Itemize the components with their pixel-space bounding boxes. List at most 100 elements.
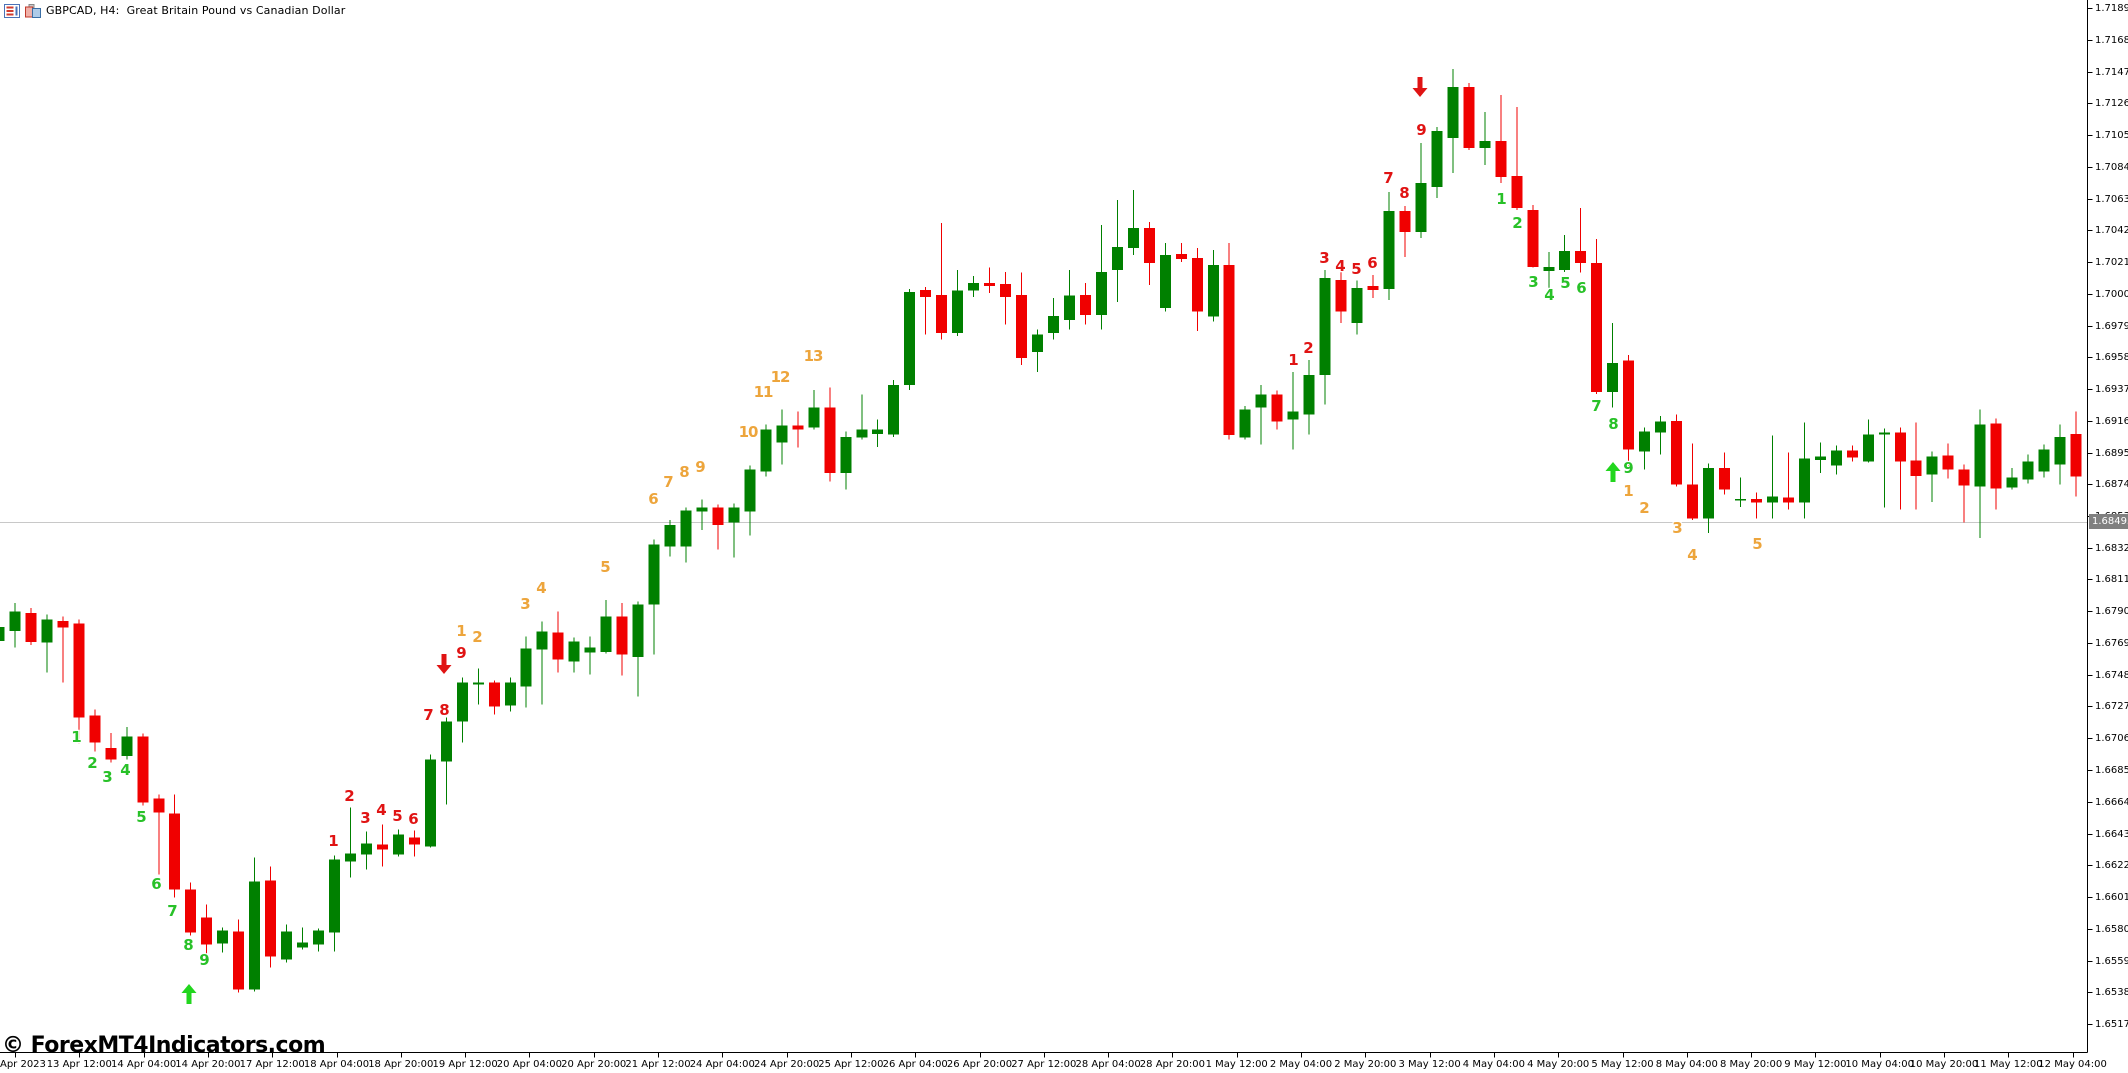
time-axis-label: 28 Apr 04:00 (1075, 1059, 1140, 1070)
bull-candle (840, 431, 852, 490)
bull-candle (1303, 359, 1315, 435)
count-label: 3 (1319, 249, 1329, 267)
candle-body (696, 507, 708, 512)
candle-body (1016, 294, 1028, 358)
candle-body (664, 524, 676, 547)
time-axis-label: 3 May 12:00 (1398, 1059, 1460, 1070)
candle-body (1750, 498, 1762, 503)
bear-candle (1223, 242, 1235, 440)
bull-candle (329, 855, 341, 952)
candle-body (2054, 436, 2066, 465)
bear-candle (1367, 274, 1379, 298)
candle-body (1063, 295, 1075, 320)
candle-body (1383, 210, 1395, 289)
time-axis-label: 17 Apr 12:00 (240, 1059, 305, 1070)
time-axis-label: 8 May 20:00 (1720, 1059, 1782, 1070)
candle-body (1319, 277, 1331, 375)
candle-body (1639, 431, 1651, 452)
bull-candle (0, 626, 5, 641)
count-label: 7 (1383, 169, 1393, 187)
bear-candle (1958, 464, 1970, 523)
bear-candle (1527, 204, 1539, 268)
candle-body (1351, 287, 1363, 323)
price-axis-label: 1.68950 (2095, 448, 2128, 459)
candle-body (105, 747, 117, 760)
count-label: 11 (754, 383, 773, 401)
sell-arrow-icon (435, 653, 453, 675)
price-axis-label: 1.65380 (2095, 987, 2128, 998)
price-axis-label: 1.65800 (2095, 924, 2128, 935)
time-axis-label: 10 May 20:00 (1910, 1059, 1979, 1070)
candle-body (744, 469, 756, 512)
candle-body (440, 721, 452, 762)
bear-candle (25, 607, 37, 645)
candle-body (1239, 409, 1251, 438)
count-label: 2 (1512, 214, 1522, 232)
bull-candle (1543, 251, 1555, 290)
bear-candle (169, 794, 181, 898)
candle-body (920, 289, 932, 297)
count-label: 4 (1335, 257, 1345, 275)
candle-body (185, 889, 197, 933)
bear-candle (265, 866, 277, 968)
bull-candle (249, 857, 261, 992)
bear-candle (153, 794, 165, 875)
candle-body (1367, 285, 1379, 290)
candle-body (2022, 461, 2034, 480)
count-label: 12 (771, 368, 790, 386)
candle-body (712, 507, 724, 525)
price-axis-label: 1.69160 (2095, 416, 2128, 427)
candle-body (1543, 266, 1555, 271)
bear-candle (1687, 443, 1699, 520)
bear-candle (488, 680, 500, 715)
candle-body (1431, 130, 1443, 187)
price-axis-label: 1.68740 (2095, 479, 2128, 490)
bull-candle (568, 637, 580, 673)
time-axis-label: 13 Apr 12:00 (47, 1059, 112, 1070)
bull-candle (1415, 142, 1427, 238)
count-label: 7 (167, 902, 177, 920)
bear-candle (89, 709, 101, 752)
price-axis-label: 1.65590 (2095, 956, 2128, 967)
bull-candle (520, 636, 532, 708)
bull-candle (1383, 191, 1395, 300)
bull-candle (1639, 427, 1651, 470)
candle-body (1687, 484, 1699, 519)
candle-body (1846, 450, 1858, 458)
candle-body (1415, 182, 1427, 232)
candle-body (1271, 394, 1283, 422)
bear-candle (1335, 270, 1347, 323)
chart-title-bar: GBPCAD, H4: Great Britain Pound vs Canad… (4, 3, 345, 18)
bear-candle (201, 904, 213, 960)
time-axis-label: 26 Apr 04:00 (883, 1059, 948, 1070)
price-axis-label: 1.69580 (2095, 352, 2128, 363)
candle-body (616, 616, 628, 655)
bull-candle (872, 419, 884, 447)
candle-body (1703, 467, 1715, 519)
price-axis-label: 1.70630 (2095, 194, 2128, 205)
count-label: 8 (1399, 184, 1409, 202)
candle-body (504, 682, 516, 706)
bull-candle (1047, 297, 1059, 340)
price-axis-label: 1.71890 (2095, 3, 2128, 14)
count-label: 6 (648, 490, 658, 508)
candle-body (25, 612, 37, 642)
count-label: 5 (392, 807, 402, 825)
candle-body (57, 620, 69, 628)
bear-candle (1719, 452, 1731, 495)
time-axis-label: 21 Apr 12:00 (625, 1059, 690, 1070)
candle-body (2038, 449, 2050, 472)
bull-candle (1431, 126, 1443, 198)
count-label: 10 (739, 423, 758, 441)
bull-candle (41, 614, 53, 673)
indicator-list-icon[interactable] (4, 3, 20, 18)
bear-candle (1894, 427, 1906, 510)
bull-candle (313, 928, 325, 952)
candle-body (329, 859, 341, 933)
count-label: 6 (408, 810, 418, 828)
candle-body (1032, 334, 1044, 352)
bull-candle (121, 726, 133, 760)
chart-windows-icon[interactable] (25, 3, 41, 18)
